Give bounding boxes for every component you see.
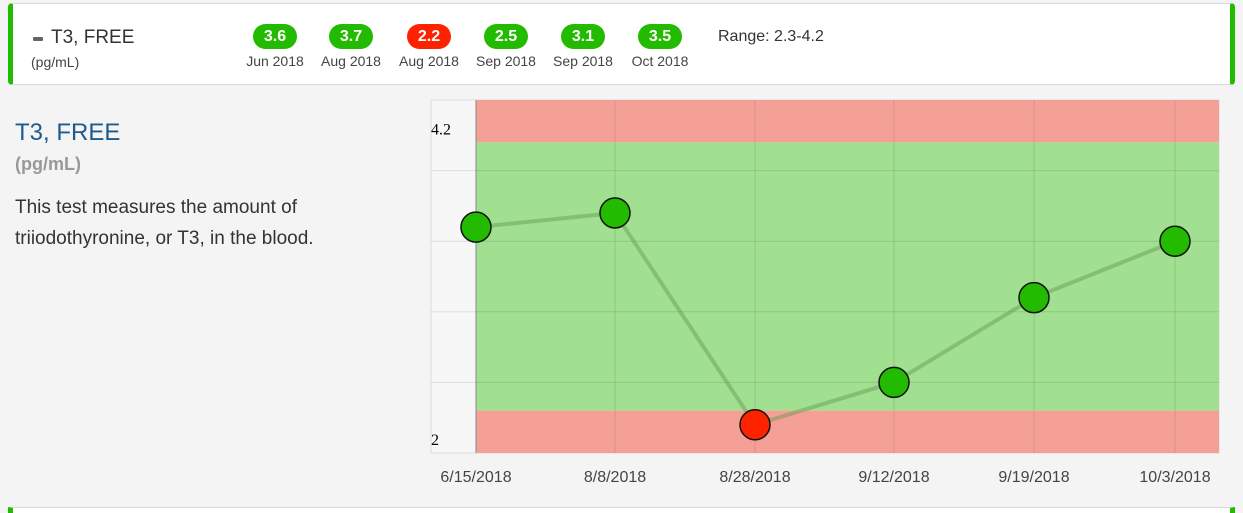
result-pill-group[interactable]: 3.5 Oct 2018 (620, 24, 700, 69)
collapse-icon[interactable] (33, 37, 43, 41)
trend-line (475, 210, 1176, 428)
x-tick-label: 8/8/2018 (584, 469, 646, 486)
x-tick-label: 9/19/2018 (998, 469, 1069, 486)
normal-range-band (476, 142, 1219, 411)
test-name: T3, FREE (51, 27, 135, 48)
high-range-band (476, 100, 1219, 143)
data-point[interactable] (1159, 225, 1191, 257)
result-date: Aug 2018 (321, 53, 381, 69)
result-date: Oct 2018 (631, 53, 689, 69)
reference-range: Range: 2.3-4.2 (718, 28, 824, 45)
result-date: Jun 2018 (246, 53, 304, 69)
x-tick-label: 10/3/2018 (1139, 469, 1210, 486)
result-value-badge: 3.1 (561, 24, 605, 49)
result-pill-group[interactable]: 2.5 Sep 2018 (466, 24, 546, 69)
data-point[interactable] (878, 366, 910, 399)
result-pill-group[interactable]: 3.1 Sep 2018 (543, 24, 623, 69)
data-point[interactable] (739, 409, 771, 441)
x-tick-label: 6/15/2018 (440, 469, 511, 486)
trend-chart: 2 4.2 6/15/2018 8/8/2018 8/28/2018 9/12/2018… (430, 99, 1220, 486)
y-tick-label: 4.2 (431, 121, 451, 138)
data-point[interactable] (460, 211, 492, 243)
result-pill-group[interactable]: 3.6 Jun 2018 (235, 24, 315, 69)
detail-title: T3, FREE (15, 119, 121, 146)
next-result-card[interactable] (8, 507, 1235, 513)
test-unit: (pg/mL) (31, 54, 80, 70)
result-date: Sep 2018 (476, 53, 536, 69)
result-value-badge: 3.5 (638, 24, 682, 49)
result-date: Aug 2018 (399, 53, 459, 69)
result-value-badge: 3.7 (329, 24, 373, 49)
x-tick-label: 8/28/2018 (719, 469, 790, 486)
result-value-badge: 2.2 (407, 24, 451, 49)
low-range-band (476, 410, 1219, 453)
result-summary-card[interactable]: T3, FREE (pg/mL) 3.6 Jun 2018 3.7 Aug 20… (8, 3, 1235, 85)
data-point[interactable] (1018, 281, 1050, 314)
result-value-badge: 2.5 (484, 24, 528, 49)
result-pill-group[interactable]: 2.2 Aug 2018 (389, 24, 469, 69)
detail-panel: T3, FREE (pg/mL) This test measures the … (0, 91, 1243, 509)
x-tick-label: 9/12/2018 (858, 469, 929, 486)
detail-unit: (pg/mL) (15, 154, 81, 174)
result-date: Sep 2018 (553, 53, 613, 69)
result-pill-group[interactable]: 3.7 Aug 2018 (311, 24, 391, 69)
result-value-badge: 3.6 (253, 24, 297, 49)
data-point[interactable] (599, 197, 631, 229)
y-tick-label: 2 (431, 432, 439, 449)
test-description: This test measures the amount of triiodo… (15, 197, 314, 249)
